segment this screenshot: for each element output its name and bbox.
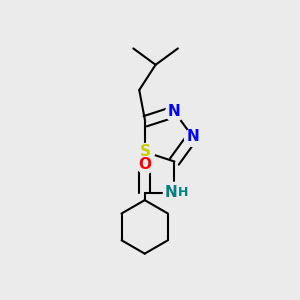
Text: N: N xyxy=(168,104,181,119)
Text: H: H xyxy=(178,186,188,199)
Text: O: O xyxy=(138,157,151,172)
Text: N: N xyxy=(164,185,177,200)
Text: S: S xyxy=(140,145,151,160)
Text: N: N xyxy=(186,129,199,144)
